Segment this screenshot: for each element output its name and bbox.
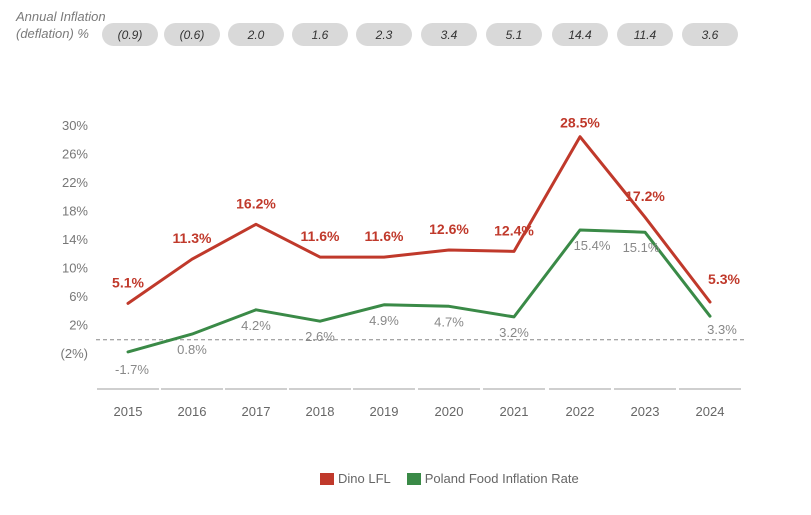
food-inflation-data-label: 15.4% xyxy=(574,238,611,253)
chart-legend: Dino LFL Poland Food Inflation Rate xyxy=(320,471,579,486)
x-tick-label: 2016 xyxy=(178,404,207,419)
food-inflation-data-label: 4.7% xyxy=(434,314,464,329)
dino-lfl-data-label: 28.5% xyxy=(560,115,600,131)
y-tick-label: 22% xyxy=(62,175,88,190)
inflation-pill-2015: (0.9) xyxy=(102,23,158,46)
food-inflation-data-label: 15.1% xyxy=(623,240,660,255)
dino-lfl-data-label: 12.4% xyxy=(494,222,534,238)
inflation-pill-2017: 2.0 xyxy=(228,23,284,46)
x-tick-label: 2023 xyxy=(631,404,660,419)
x-tick-label: 2022 xyxy=(566,404,595,419)
inflation-pill-2018: 1.6 xyxy=(292,23,348,46)
y-tick-label: 14% xyxy=(62,232,88,247)
inflation-pill-2022: 14.4 xyxy=(552,23,608,46)
x-tick-label: 2019 xyxy=(370,404,399,419)
x-tick-label: 2021 xyxy=(500,404,529,419)
y-tick-label: (2%) xyxy=(61,346,88,361)
dino-lfl-data-label: 5.3% xyxy=(708,271,740,287)
inflation-pill-2020: 3.4 xyxy=(421,23,477,46)
y-tick-label: 26% xyxy=(62,147,88,162)
inflation-pill-2016: (0.6) xyxy=(164,23,220,46)
legend-label-inflation: Poland Food Inflation Rate xyxy=(424,471,579,486)
x-tick-label: 2024 xyxy=(696,404,725,419)
y-tick-label: 18% xyxy=(62,204,88,219)
dino-lfl-data-label: 12.6% xyxy=(429,221,469,237)
y-tick-label: 10% xyxy=(62,261,88,276)
legend-item-dino: Dino LFL xyxy=(320,471,391,486)
inflation-pill-2019: 2.3 xyxy=(356,23,412,46)
dino-lfl-line xyxy=(126,135,712,305)
dino-lfl-data-label: 11.3% xyxy=(173,230,212,246)
x-tick-label: 2020 xyxy=(435,404,464,419)
food-inflation-data-label: 2.6% xyxy=(305,329,335,344)
legend-label-dino: Dino LFL xyxy=(338,471,391,486)
food-inflation-data-label: 4.2% xyxy=(241,318,271,333)
inflation-pill-2023: 11.4 xyxy=(617,23,673,46)
dino-lfl-data-label: 11.6% xyxy=(365,228,404,244)
food-inflation-line xyxy=(126,228,712,354)
dino-lfl-data-label: 16.2% xyxy=(236,195,276,211)
food-inflation-data-label: 3.3% xyxy=(707,322,737,337)
dino-lfl-data-label: 5.1% xyxy=(112,274,144,290)
food-inflation-data-label: 0.8% xyxy=(177,342,207,357)
legend-swatch-dino xyxy=(320,472,334,485)
inflation-header-title: Annual Inflation (deflation) % xyxy=(16,9,106,41)
food-inflation-data-label: -1.7% xyxy=(115,362,149,377)
y-tick-label: 2% xyxy=(69,318,88,333)
y-tick-label: 30% xyxy=(62,118,88,133)
x-tick-label: 2017 xyxy=(242,404,271,419)
legend-swatch-inflation xyxy=(406,472,421,485)
food-inflation-data-label: 3.2% xyxy=(499,325,529,340)
dino-lfl-data-label: 11.6% xyxy=(301,228,340,244)
x-tick-label: 2015 xyxy=(114,404,143,419)
y-tick-label: 6% xyxy=(69,289,88,304)
inflation-pill-2024: 3.6 xyxy=(682,23,738,46)
inflation-pill-2021: 5.1 xyxy=(486,23,542,46)
x-tick-label: 2018 xyxy=(306,404,335,419)
food-inflation-data-label: 4.9% xyxy=(369,313,399,328)
dino-lfl-data-label: 17.2% xyxy=(625,188,665,204)
legend-item-inflation: Poland Food Inflation Rate xyxy=(406,471,579,486)
